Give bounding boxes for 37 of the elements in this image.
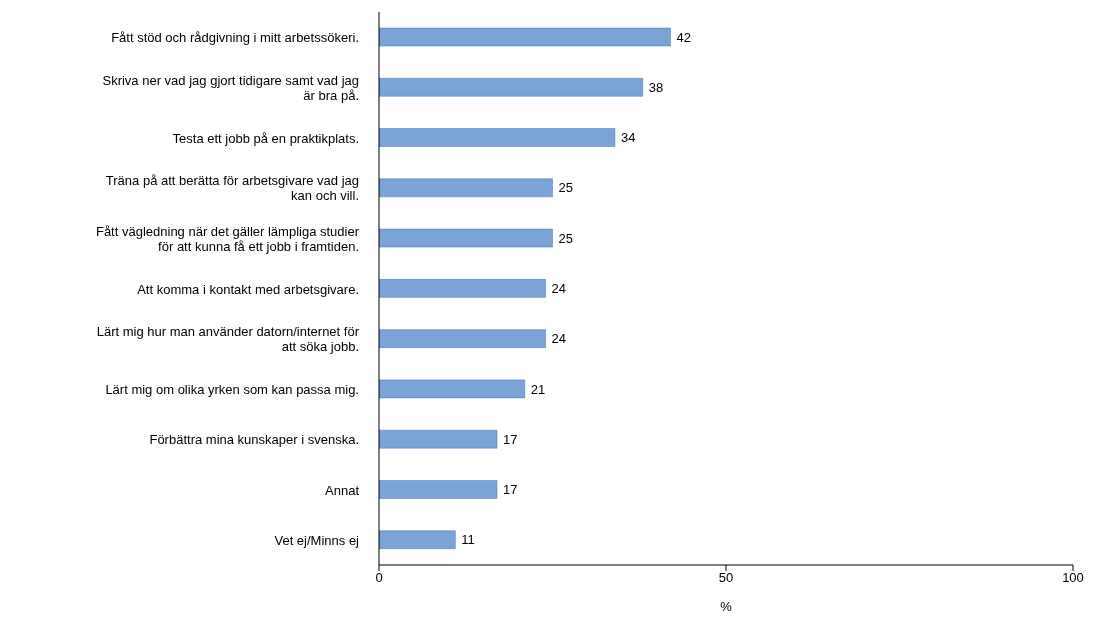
y-tick-label: Annat xyxy=(325,482,360,498)
bar xyxy=(379,27,671,47)
bar xyxy=(379,480,498,499)
y-tick-label: Förbättra mina kunskaper i svenska. xyxy=(149,431,359,447)
data-label: 25 xyxy=(558,230,573,246)
y-tick-label: Lärt mig hur man använder datorn/internet för att söka jobb. xyxy=(96,323,360,354)
y-tick-label: Vet ej/Minns ej xyxy=(274,532,360,548)
data-label: 38 xyxy=(648,79,664,95)
bar xyxy=(379,279,546,298)
data-label: 24 xyxy=(551,331,567,347)
data-label: 42 xyxy=(676,29,691,45)
bar xyxy=(379,530,456,549)
y-tick-label: Fått vägledning när det gäller lämpliga studier för att kunna få ett jobb i framtiden. xyxy=(95,223,360,254)
data-label: 17 xyxy=(502,482,518,498)
x-axis-title: % xyxy=(720,599,733,614)
y-tick-label: Testa ett jobb på en praktikplats. xyxy=(172,130,359,146)
y-tick-label: Fått stöd och rådgivning i mitt arbetssökeri. xyxy=(111,29,359,45)
data-label: 21 xyxy=(530,381,546,397)
data-label: 24 xyxy=(551,280,567,296)
bar xyxy=(379,78,643,97)
bar xyxy=(379,379,525,399)
x-tick-label: 100 xyxy=(1062,570,1084,586)
data-label: 25 xyxy=(558,180,573,196)
x-tick-label: 0 xyxy=(375,570,383,586)
y-tick-label: Lärt mig om olika yrken som kan passa mig. xyxy=(105,381,359,397)
y-tick-label: Skriva ner vad jag gjort tidigare samt vad jag är bra på. xyxy=(102,72,359,103)
data-label: 34 xyxy=(620,130,636,146)
x-tick-label: 50 xyxy=(718,570,734,586)
bar xyxy=(379,429,498,449)
bar xyxy=(379,128,616,147)
bar xyxy=(379,329,546,348)
bar xyxy=(379,178,553,198)
y-tick-label: Att komma i kontakt med arbetsgivare. xyxy=(137,281,359,296)
data-label: 11 xyxy=(461,532,475,548)
y-tick-label: Träna på att berätta för arbetsgivare vad jag kan och vill. xyxy=(105,172,359,203)
data-label: 17 xyxy=(502,431,518,447)
bar xyxy=(379,228,553,248)
